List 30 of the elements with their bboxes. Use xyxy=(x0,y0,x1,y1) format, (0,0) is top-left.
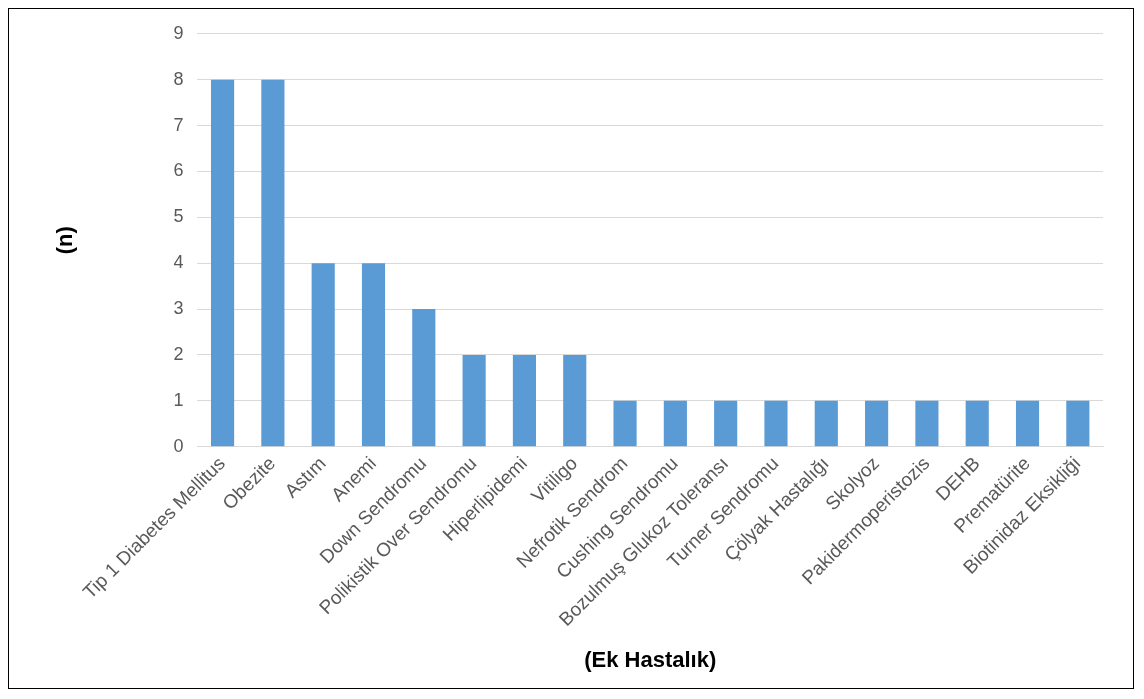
y-tick-label: 3 xyxy=(173,298,184,319)
bar xyxy=(512,354,536,447)
x-axis-title: (Ek Hastalık) xyxy=(584,646,717,672)
y-tick-label: 2 xyxy=(173,343,184,364)
y-tick-label: 8 xyxy=(173,68,184,89)
bar xyxy=(361,263,386,447)
bar xyxy=(613,400,637,447)
y-tick-label: 4 xyxy=(173,252,184,273)
y-tick-label: 9 xyxy=(173,22,184,43)
bar xyxy=(563,354,587,447)
bar xyxy=(663,400,687,447)
bar xyxy=(311,263,335,447)
y-tick-label: 0 xyxy=(173,435,184,456)
bar xyxy=(211,79,235,447)
bar xyxy=(462,354,486,447)
bar xyxy=(865,400,889,447)
bar xyxy=(714,400,738,447)
bar xyxy=(1015,400,1040,447)
bar xyxy=(1066,400,1090,447)
y-tick-label: 1 xyxy=(173,389,184,410)
bar xyxy=(261,79,285,447)
bar xyxy=(412,309,436,447)
y-tick-label: 5 xyxy=(173,206,184,227)
bar xyxy=(965,400,989,447)
y-axis-title: (n) xyxy=(52,226,78,255)
bar xyxy=(764,400,788,447)
y-tick-label: 6 xyxy=(173,160,184,181)
bar xyxy=(814,400,838,447)
y-tick-label: 7 xyxy=(173,114,184,135)
bar xyxy=(915,400,939,447)
